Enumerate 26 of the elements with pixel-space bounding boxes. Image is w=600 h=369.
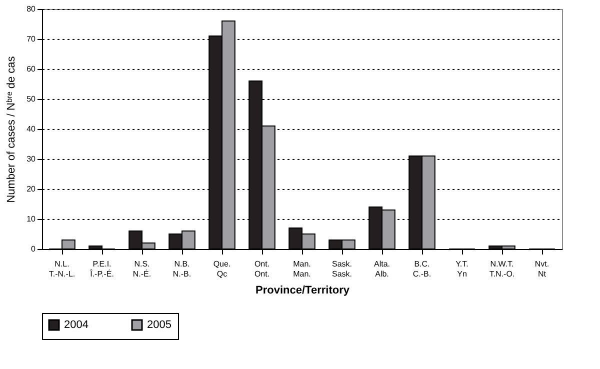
x-tick-label: Ont. Ont. — [254, 260, 270, 278]
y-tick-label: 70 — [26, 34, 36, 44]
legend-label: 2004 — [64, 319, 88, 331]
x-tick-label: N.W.T. T.N.-O. — [489, 260, 515, 278]
x-tick-label: N.L. T.-N.-L. — [48, 260, 76, 278]
x-axis-title: Province/Territory — [256, 284, 350, 296]
y-tick-label: 50 — [26, 94, 36, 104]
x-tick-label: N.B. N.-B. — [172, 260, 192, 278]
legend-label: 2005 — [147, 319, 172, 331]
x-tick-label: Alta. Alb. — [374, 260, 390, 278]
x-tick-label: N.S. N.-É. — [132, 260, 152, 278]
y-tick-label: 10 — [26, 214, 36, 224]
y-axis-title: Number of cases / Nᵇʳᵉ de cas — [6, 56, 18, 203]
y-tick-label: 20 — [26, 184, 36, 194]
x-tick-label: Que. Qc — [213, 260, 231, 278]
x-tick-label: P.E.I. Î.-P.-É. — [89, 260, 114, 278]
y-tick-label: 0 — [31, 244, 36, 254]
x-tick-label: Man. Man. — [293, 260, 311, 278]
y-tick-label: 80 — [26, 4, 36, 14]
x-tick-label: B.C. C.-B. — [412, 260, 432, 278]
x-tick-label: Nvt. Nt — [534, 260, 550, 278]
x-tick-label: Y.T. Yn — [456, 260, 468, 278]
y-tick-label: 60 — [26, 64, 36, 74]
y-tick-label: 30 — [26, 154, 36, 164]
x-tick-label: Sask. Sask. — [332, 260, 352, 278]
y-tick-label: 40 — [26, 124, 36, 134]
